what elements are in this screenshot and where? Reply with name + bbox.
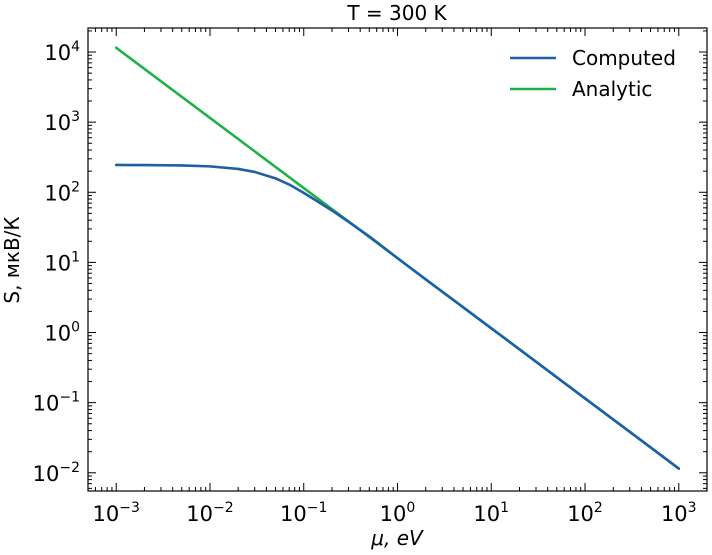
legend: Computed Analytic [510,46,676,101]
y-axis-label: S, мкВ/К [0,216,24,303]
x-axis-ticks: 10−3 10−2 10−1 100 101 102 103 [87,28,708,526]
x-tick-label: 103 [661,500,697,526]
y-tick-label: 10−1 [33,390,80,416]
x-tick-label: 101 [473,500,509,526]
y-tick-label: 103 [44,109,80,135]
chart-title: T = 300 K [346,1,447,25]
x-tick-label: 10−1 [280,500,327,526]
y-axis-ticks: 10−2 10−1 100 101 102 103 104 [33,30,707,489]
plot-frame [87,27,708,492]
series-line-computed [114,163,681,470]
x-tick-label: 100 [380,500,416,526]
y-tick-label: 102 [44,179,80,205]
x-tick-label: 10−3 [93,500,140,526]
y-tick-label: 101 [44,249,80,275]
y-tick-label: 100 [44,320,80,346]
legend-label-computed: Computed [572,46,676,70]
legend-label-analytic: Analytic [572,77,652,101]
y-tick-label: 104 [44,39,80,65]
x-tick-label: 10−2 [186,500,233,526]
y-tick-label: 10−2 [33,460,80,486]
series-layer [114,46,681,470]
x-axis-label: μ, eV [370,526,424,550]
x-tick-label: 102 [567,500,603,526]
